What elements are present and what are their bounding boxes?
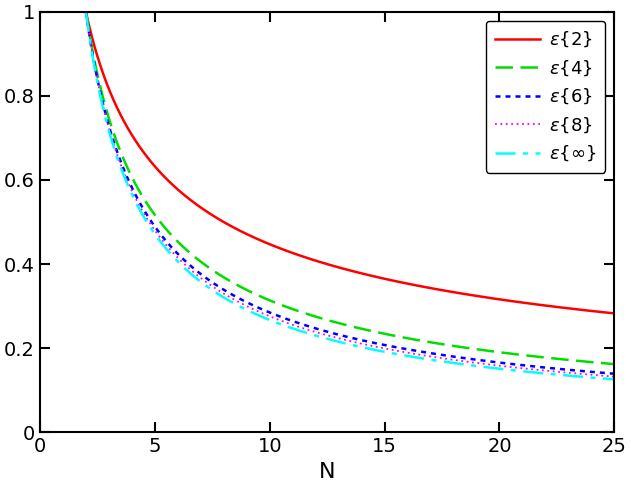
$\varepsilon\{8\}$ bbox=[174, 255, 181, 260]
$\varepsilon\{\infty\}$ bbox=[543, 371, 551, 377]
$\varepsilon\{4\}$ bbox=[308, 312, 316, 318]
$\varepsilon\{6\}$ bbox=[611, 371, 618, 377]
$\varepsilon\{6\}$ bbox=[82, 9, 90, 15]
$\varepsilon\{\infty\}$ bbox=[82, 9, 90, 15]
$\varepsilon\{6\}$ bbox=[543, 365, 551, 371]
Line: $\varepsilon\{6\}$: $\varepsilon\{6\}$ bbox=[86, 12, 615, 374]
Line: $\varepsilon\{4\}$: $\varepsilon\{4\}$ bbox=[86, 12, 615, 364]
$\varepsilon\{4\}$ bbox=[174, 239, 181, 244]
$\varepsilon\{2\}$ bbox=[600, 310, 608, 315]
$\varepsilon\{8\}$ bbox=[543, 368, 551, 374]
$\varepsilon\{6\}$ bbox=[308, 324, 316, 330]
$\varepsilon\{\infty\}$ bbox=[285, 324, 292, 330]
$\varepsilon\{4\}$ bbox=[543, 355, 551, 361]
$\varepsilon\{4\}$ bbox=[143, 199, 150, 205]
$\varepsilon\{4\}$ bbox=[600, 360, 608, 366]
$\varepsilon\{8\}$ bbox=[82, 9, 90, 15]
$\varepsilon\{2\}$ bbox=[308, 257, 316, 262]
$\varepsilon\{\infty\}$ bbox=[143, 218, 150, 224]
$\varepsilon\{4\}$ bbox=[285, 305, 292, 311]
$\varepsilon\{2\}$ bbox=[82, 9, 90, 15]
Line: $\varepsilon\{\infty\}$: $\varepsilon\{\infty\}$ bbox=[86, 12, 615, 380]
$\varepsilon\{8\}$ bbox=[600, 373, 608, 379]
$\varepsilon\{8\}$ bbox=[285, 320, 292, 326]
$\varepsilon\{4\}$ bbox=[611, 361, 618, 367]
$\varepsilon\{2\}$ bbox=[543, 303, 551, 309]
$\varepsilon\{8\}$ bbox=[308, 328, 316, 334]
Line: $\varepsilon\{8\}$: $\varepsilon\{8\}$ bbox=[86, 12, 615, 377]
$\varepsilon\{2\}$ bbox=[285, 249, 292, 255]
$\varepsilon\{\infty\}$ bbox=[611, 377, 618, 382]
X-axis label: N: N bbox=[319, 462, 336, 482]
$\varepsilon\{6\}$ bbox=[285, 317, 292, 323]
$\varepsilon\{\infty\}$ bbox=[308, 331, 316, 337]
Legend: $\varepsilon\{2\}$, $\varepsilon\{4\}$, $\varepsilon\{6\}$, $\varepsilon\{8\}$, : $\varepsilon\{2\}$, $\varepsilon\{4\}$, … bbox=[486, 21, 605, 173]
Line: $\varepsilon\{2\}$: $\varepsilon\{2\}$ bbox=[86, 12, 615, 313]
$\varepsilon\{2\}$ bbox=[143, 153, 150, 158]
$\varepsilon\{6\}$ bbox=[174, 251, 181, 257]
$\varepsilon\{2\}$ bbox=[611, 311, 618, 316]
$\varepsilon\{6\}$ bbox=[600, 370, 608, 376]
$\varepsilon\{8\}$ bbox=[611, 374, 618, 380]
$\varepsilon\{6\}$ bbox=[143, 210, 150, 216]
$\varepsilon\{8\}$ bbox=[143, 214, 150, 220]
$\varepsilon\{\infty\}$ bbox=[600, 376, 608, 382]
$\varepsilon\{4\}$ bbox=[82, 9, 90, 15]
$\varepsilon\{2\}$ bbox=[174, 186, 181, 192]
$\varepsilon\{\infty\}$ bbox=[174, 258, 181, 264]
